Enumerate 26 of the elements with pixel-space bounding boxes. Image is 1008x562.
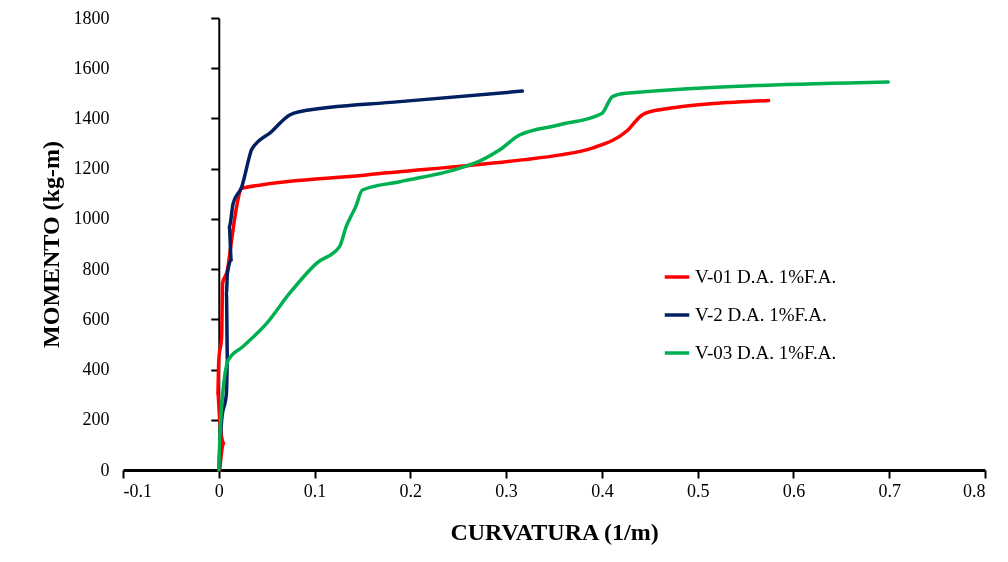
y-tick-label: 600	[82, 308, 110, 329]
line-series	[217, 80, 891, 472]
y-tick-label: 1400	[73, 107, 110, 128]
y-tick-label: 1200	[73, 158, 110, 179]
x-tick-label: 0.5	[686, 480, 710, 501]
x-tick-label: 0.3	[495, 480, 518, 501]
y-tick-label: 200	[82, 409, 110, 430]
y-tick-label: 1800	[73, 7, 110, 28]
y-tick-label: 800	[82, 258, 110, 279]
legend-label: V-2 D.A. 1%F.A.	[695, 304, 827, 325]
y-tick-label: 1600	[73, 57, 110, 78]
x-tick-label: 0.6	[782, 480, 806, 501]
x-tick-label: 0.4	[591, 480, 614, 501]
x-axis-title: CURVATURA (1/m)	[450, 518, 659, 545]
x-tick-label: 0	[214, 480, 224, 501]
x-tick-label: -0.1	[123, 480, 152, 501]
y-tick-label: 0	[100, 459, 110, 480]
y-tick-label: 1000	[73, 208, 110, 229]
legend-label: V-01 D.A. 1%F.A.	[695, 266, 837, 287]
x-tick-label: 0.8	[963, 480, 986, 501]
x-tick-label: 0.7	[878, 480, 901, 501]
x-tick-label: 0.1	[303, 480, 327, 501]
y-axis-title: MOMENTO (kg-m)	[37, 141, 64, 348]
y-tick-label: 400	[82, 359, 110, 380]
x-tick-label: 0.2	[399, 480, 423, 501]
legend-label: V-03 D.A. 1%F.A.	[695, 342, 837, 363]
